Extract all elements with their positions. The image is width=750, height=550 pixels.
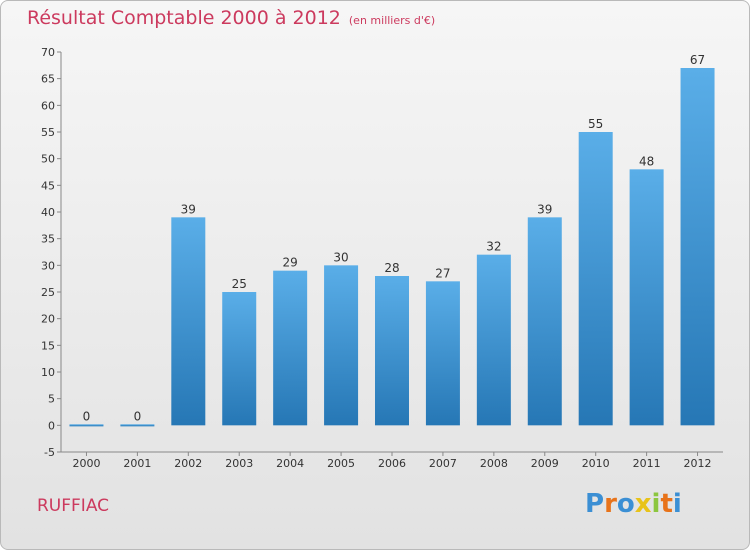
data-label-2009: 39 bbox=[537, 202, 552, 216]
bar-2000 bbox=[69, 424, 104, 427]
location-name: RUFFIAC bbox=[37, 496, 110, 516]
x-tick-label: 2012 bbox=[684, 457, 712, 470]
brand-letter: t bbox=[660, 489, 673, 519]
data-label-2001: 0 bbox=[134, 409, 142, 423]
data-label-2012: 67 bbox=[690, 53, 705, 67]
chart-title-text: Résultat Comptable 2000 à 2012 bbox=[27, 7, 341, 29]
bar-2002 bbox=[171, 217, 206, 426]
x-tick-label: 2000 bbox=[72, 457, 100, 470]
bar-2010 bbox=[578, 132, 613, 426]
data-label-2011: 48 bbox=[639, 154, 654, 168]
x-tick-label: 2010 bbox=[582, 457, 610, 470]
bar-2007 bbox=[425, 281, 460, 426]
y-tick-label: 60 bbox=[41, 99, 55, 112]
y-tick-label: -5 bbox=[44, 446, 55, 459]
y-tick-label: 50 bbox=[41, 153, 55, 166]
brand-logo: Proxiti bbox=[585, 489, 682, 519]
y-tick-label: 25 bbox=[41, 286, 55, 299]
x-tick-label: 2007 bbox=[429, 457, 457, 470]
brand-letter: i bbox=[651, 489, 661, 519]
y-tick-label: 70 bbox=[41, 46, 55, 59]
bar-2011 bbox=[629, 169, 664, 426]
bar-2008 bbox=[476, 254, 511, 426]
bar-2001 bbox=[120, 424, 155, 427]
brand-letter: x bbox=[634, 489, 652, 519]
bar-2006 bbox=[375, 276, 409, 426]
y-tick-label: 20 bbox=[41, 313, 55, 326]
x-tick-label: 2011 bbox=[633, 457, 661, 470]
y-tick-label: 0 bbox=[48, 419, 55, 432]
data-label-2008: 32 bbox=[486, 240, 501, 254]
bar-2003 bbox=[222, 292, 257, 426]
y-tick-label: 35 bbox=[41, 233, 55, 246]
bar-2004 bbox=[273, 270, 308, 426]
y-tick-label: 15 bbox=[41, 339, 55, 352]
x-tick-label: 2004 bbox=[276, 457, 304, 470]
x-tick-label: 2009 bbox=[531, 457, 559, 470]
bar-2005 bbox=[324, 265, 359, 426]
data-label-2010: 55 bbox=[588, 117, 603, 131]
x-tick-label: 2001 bbox=[123, 457, 151, 470]
y-tick-label: 5 bbox=[48, 393, 55, 406]
data-label-2002: 39 bbox=[181, 202, 196, 216]
chart-title: Résultat Comptable 2000 à 2012 (en millie… bbox=[27, 7, 435, 29]
x-tick-label: 2008 bbox=[480, 457, 508, 470]
y-tick-label: 40 bbox=[41, 206, 55, 219]
data-label-2004: 29 bbox=[283, 256, 298, 270]
brand-letter: r bbox=[604, 489, 617, 519]
y-tick-label: 55 bbox=[41, 126, 55, 139]
data-label-2003: 25 bbox=[232, 277, 247, 291]
bar-2012 bbox=[680, 68, 715, 426]
x-tick-label: 2005 bbox=[327, 457, 355, 470]
x-tick-label: 2003 bbox=[225, 457, 253, 470]
brand-letter: P bbox=[585, 489, 605, 519]
x-tick-label: 2006 bbox=[378, 457, 406, 470]
bar-2009 bbox=[527, 217, 562, 426]
brand-letter: i bbox=[672, 489, 682, 519]
data-label-2006: 28 bbox=[384, 261, 399, 275]
y-tick-label: 45 bbox=[41, 179, 55, 192]
x-tick-label: 2002 bbox=[174, 457, 202, 470]
y-tick-label: 10 bbox=[41, 366, 55, 379]
y-tick-label: 65 bbox=[41, 73, 55, 86]
data-label-2000: 0 bbox=[83, 409, 91, 423]
brand-letter: o bbox=[616, 489, 635, 519]
data-label-2005: 30 bbox=[333, 250, 348, 264]
chart-unit: (en milliers d'€) bbox=[348, 14, 436, 27]
y-tick-label: 30 bbox=[41, 259, 55, 272]
data-label-2007: 27 bbox=[435, 266, 450, 280]
